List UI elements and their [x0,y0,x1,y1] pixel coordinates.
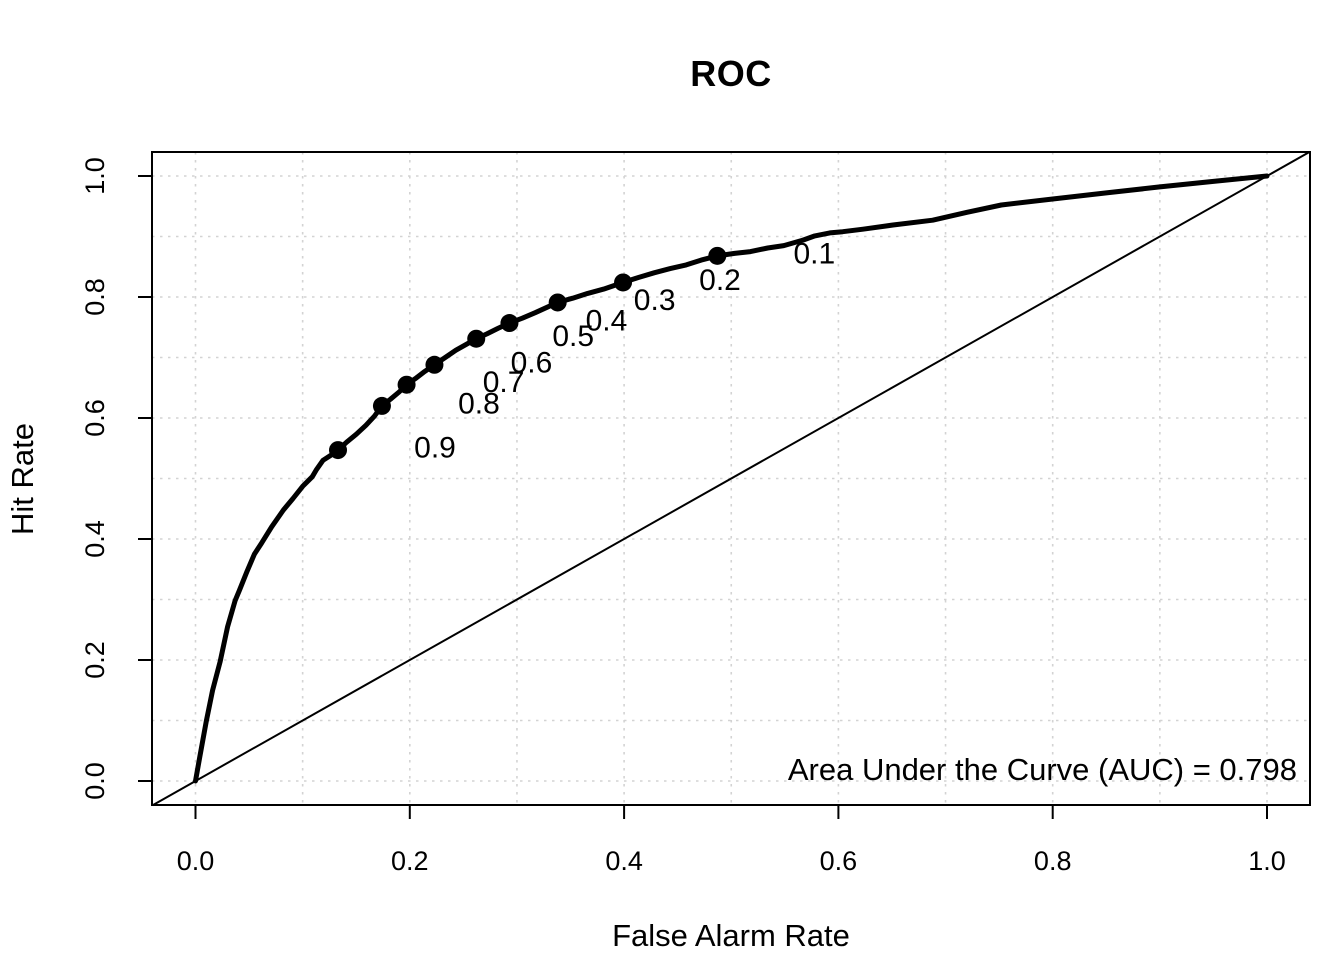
threshold-label: 0.9 [414,432,456,465]
y-tick-label: 0.6 [80,399,110,437]
x-tick-label: 0.8 [1034,846,1072,876]
auc-annotation: Area Under the Curve (AUC) = 0.798 [787,752,1297,787]
threshold-point [548,293,567,312]
threshold-point [397,375,416,394]
threshold-point [614,273,633,292]
threshold-label: 0.4 [586,305,628,338]
x-tick-label: 0.0 [177,846,215,876]
y-tick-label: 0.2 [80,641,110,679]
threshold-point [329,441,348,460]
threshold-label: 0.2 [699,264,741,297]
y-tick-label: 0.4 [80,520,110,558]
x-tick-label: 0.4 [605,846,643,876]
threshold-label: 0.6 [511,346,553,379]
threshold-point [500,314,519,333]
y-axis-title: Hit Rate [5,423,40,535]
threshold-label: 0.1 [793,237,835,270]
chance-diagonal-line [152,150,1311,807]
threshold-point [708,246,727,265]
threshold-label: 0.3 [634,284,676,317]
threshold-label: 0.7 [483,366,525,399]
x-tick-label: 1.0 [1248,846,1286,876]
threshold-point [425,355,444,374]
y-tick-label: 0.0 [80,762,110,800]
threshold-label: 0.8 [458,387,500,420]
threshold-label: 0.5 [552,320,594,353]
chart-title: ROC [690,53,772,94]
x-tick-label: 0.2 [391,846,429,876]
x-axis-title: False Alarm Rate [612,918,850,953]
plot-border [151,151,1311,806]
y-tick-label: 0.8 [80,278,110,316]
threshold-point [372,396,391,415]
threshold-point [467,329,486,348]
x-tick-label: 0.6 [820,846,858,876]
y-tick-label: 1.0 [80,157,110,195]
